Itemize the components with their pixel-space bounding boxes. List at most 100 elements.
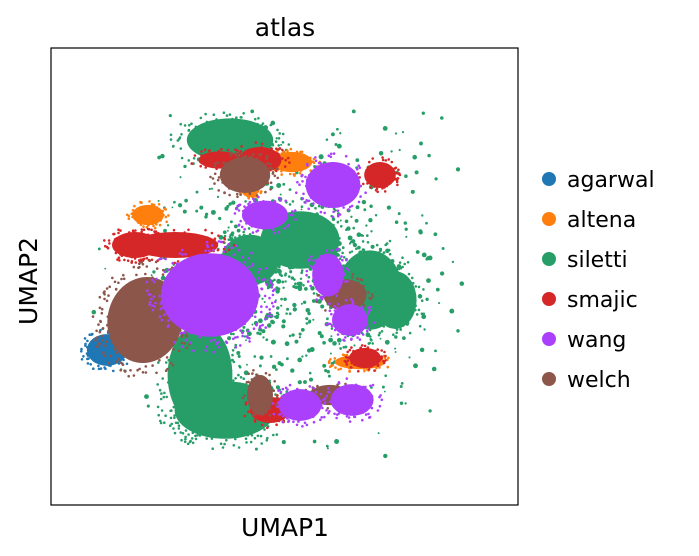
scatter-point <box>401 265 404 269</box>
scatter-point <box>415 250 420 254</box>
scatter-point <box>115 357 118 361</box>
scatter-point <box>354 218 359 223</box>
scatter-point <box>297 420 300 423</box>
scatter-point <box>130 233 133 237</box>
scatter-point <box>327 300 330 303</box>
scatter-point <box>304 236 308 240</box>
scatter-point <box>374 349 377 353</box>
scatter-point <box>160 392 163 395</box>
series-wang-core <box>278 389 322 421</box>
scatter-point <box>217 345 221 349</box>
scatter-point <box>313 171 317 174</box>
scatter-point <box>240 251 243 254</box>
scatter-point <box>291 213 295 217</box>
scatter-point <box>94 338 97 342</box>
scatter-point <box>370 178 374 182</box>
scatter-point <box>138 235 141 238</box>
scatter-point <box>378 168 381 172</box>
scatter-point <box>324 368 328 373</box>
scatter-point <box>159 419 162 423</box>
scatter-point <box>214 254 217 258</box>
scatter-point <box>371 157 375 160</box>
scatter-point <box>140 208 144 211</box>
scatter-point <box>91 315 95 318</box>
scatter-point <box>387 158 391 161</box>
scatter-point <box>331 181 334 185</box>
scatter-point <box>351 400 354 404</box>
scatter-point <box>166 224 170 227</box>
scatter-point <box>170 318 173 321</box>
scatter-point <box>270 147 274 150</box>
scatter-point <box>175 331 179 334</box>
scatter-point <box>390 274 394 278</box>
scatter-point <box>144 247 147 250</box>
scatter-point <box>324 263 327 266</box>
scatter-point <box>328 243 331 246</box>
scatter-point <box>307 207 311 211</box>
series-wang-cluster <box>305 247 350 305</box>
scatter-point <box>267 323 272 328</box>
scatter-point <box>244 154 247 158</box>
scatter-point <box>368 255 371 258</box>
scatter-point <box>328 360 331 363</box>
scatter-point <box>306 280 310 283</box>
scatter-point <box>235 192 239 196</box>
scatter-point <box>208 164 211 168</box>
scatter-point <box>260 442 264 445</box>
scatter-point <box>395 328 399 331</box>
scatter-point <box>177 300 180 304</box>
scatter-point <box>300 232 304 235</box>
scatter-point <box>165 349 168 352</box>
scatter-point <box>388 167 392 171</box>
scatter-point <box>304 287 308 291</box>
scatter-point <box>260 142 264 146</box>
scatter-point <box>227 392 230 396</box>
series-wang-core <box>241 200 289 230</box>
scatter-point <box>210 261 214 264</box>
scatter-point <box>117 362 121 365</box>
scatter-point <box>334 143 338 146</box>
scatter-point <box>268 385 272 388</box>
scatter-point <box>268 308 272 311</box>
scatter-point <box>364 385 367 389</box>
scatter-point <box>217 266 220 270</box>
scatter-point <box>91 309 97 315</box>
scatter-point <box>362 248 366 252</box>
scatter-point <box>253 117 257 121</box>
scatter-point <box>344 345 348 349</box>
scatter-point <box>280 143 283 146</box>
scatter-point <box>434 177 438 181</box>
scatter-point <box>162 213 165 217</box>
scatter-point <box>145 328 148 332</box>
scatter-point <box>236 264 239 268</box>
scatter-point <box>222 161 225 164</box>
scatter-point <box>340 391 344 395</box>
scatter-point <box>347 292 351 296</box>
scatter-point <box>232 337 235 341</box>
scatter-point <box>123 258 126 262</box>
scatter-point <box>161 209 165 213</box>
scatter-point <box>257 375 261 379</box>
scatter-point <box>318 268 322 272</box>
scatter-point <box>185 310 189 314</box>
scatter-point <box>227 226 230 229</box>
scatter-point <box>206 319 209 322</box>
scatter-point <box>228 113 232 116</box>
scatter-point <box>101 327 105 330</box>
scatter-point <box>276 394 279 397</box>
scatter-point <box>258 318 263 324</box>
scatter-point <box>253 413 256 416</box>
scatter-point <box>94 353 97 357</box>
scatter-point <box>237 385 241 388</box>
scatter-point <box>388 271 392 275</box>
scatter-point <box>156 405 160 409</box>
scatter-point <box>210 409 213 413</box>
scatter-point <box>182 371 186 375</box>
legend-label-agarwal: agarwal <box>567 168 655 193</box>
scatter-point <box>366 359 370 363</box>
scatter-point <box>336 214 340 218</box>
scatter-point <box>223 376 226 380</box>
scatter-point <box>157 216 161 220</box>
scatter-point <box>157 155 161 160</box>
scatter-point <box>209 319 213 322</box>
